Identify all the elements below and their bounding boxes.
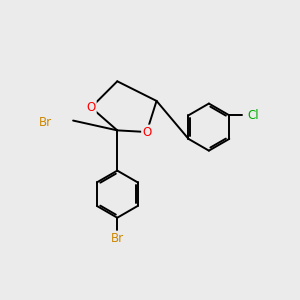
Text: O: O	[142, 125, 152, 139]
Text: Br: Br	[39, 116, 52, 129]
Text: Cl: Cl	[247, 109, 259, 122]
Text: Br: Br	[111, 232, 124, 245]
Text: O: O	[86, 101, 96, 114]
